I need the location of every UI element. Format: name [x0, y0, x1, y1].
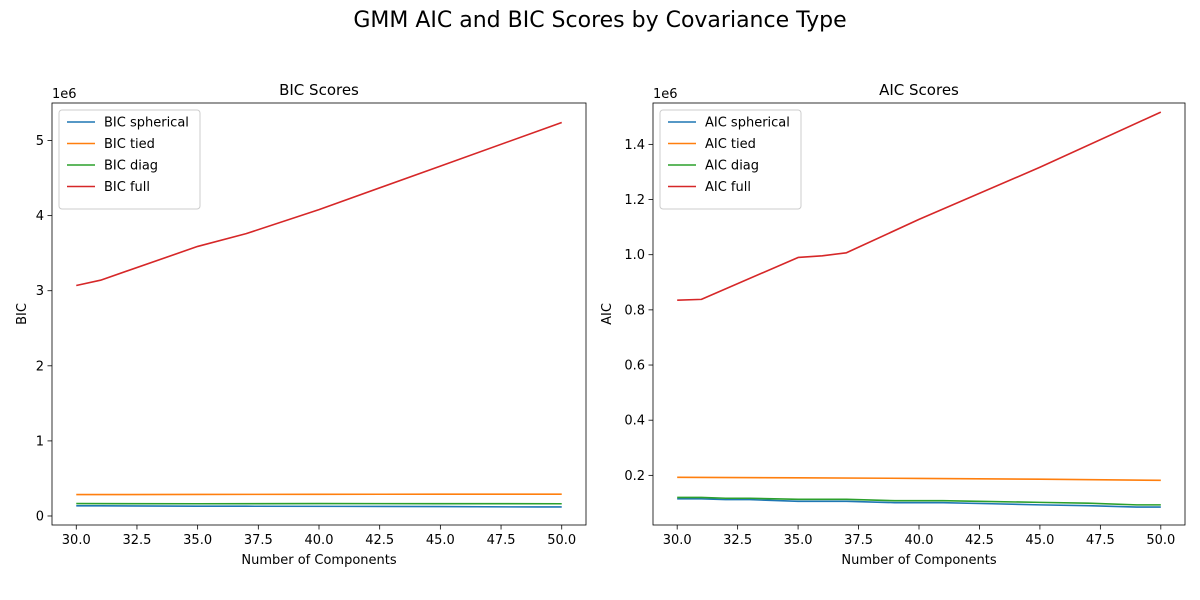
- y-tick-label: 1.0: [624, 248, 645, 263]
- series-group: [76, 121, 563, 508]
- x-tick-label: 42.5: [365, 533, 394, 548]
- y-tick-label: 0: [36, 509, 44, 524]
- x-tick-label: 35.0: [784, 533, 813, 548]
- axis-offset-label: 1e6: [653, 87, 678, 102]
- x-tick-label: 40.0: [305, 533, 334, 548]
- chart-panel-2: 30.0 32.5 35.0 37.5 40.0 42.5 45.0 47.5 50.0 0.2 0…: [600, 81, 1186, 568]
- x-tick-label: 37.5: [844, 533, 873, 548]
- y-tick-label: 5: [36, 134, 44, 149]
- y-tick-label: 4: [36, 209, 44, 224]
- y-tick-label: 0.8: [624, 303, 645, 318]
- x-tick-label: 45.0: [1025, 533, 1054, 548]
- x-tick-label: 35.0: [183, 533, 212, 548]
- x-tick-label: 50.0: [1146, 533, 1175, 548]
- series-line-1: [76, 505, 562, 508]
- legend-label: BIC tied: [104, 137, 155, 152]
- y-tick-label: 1: [36, 434, 44, 449]
- legend-label: AIC tied: [705, 137, 756, 152]
- figure-title: GMM AIC and BIC Scores by Covariance Typ…: [353, 8, 847, 33]
- y-tick-label: 0.6: [624, 359, 645, 374]
- x-axis-label: Number of Components: [241, 553, 396, 568]
- legend-box: [659, 109, 802, 210]
- subplot-title: AIC Scores: [879, 81, 959, 99]
- x-tick-label: 32.5: [723, 533, 752, 548]
- legend-label: BIC full: [104, 180, 150, 195]
- x-tick-label: 30.0: [663, 533, 692, 548]
- y-tick-label: 1.2: [624, 193, 645, 208]
- legend: AIC spherical AIC tied AIC diag AIC full: [659, 109, 802, 210]
- series-line-3: [677, 496, 1161, 506]
- legend: BIC spherical BIC tied BIC diag BIC full: [58, 109, 201, 210]
- legend-label: BIC spherical: [104, 116, 189, 131]
- chart-panel-1: 30.0 32.5 35.0 37.5 40.0 42.5 45.0 47.5 50.0 0 1 2 3…: [15, 81, 587, 568]
- legend-label: AIC full: [705, 180, 751, 195]
- legend-label: BIC diag: [104, 159, 158, 174]
- x-tick-label: 42.5: [965, 533, 994, 548]
- x-tick-label: 50.0: [547, 533, 576, 548]
- x-axis-label: Number of Components: [841, 553, 996, 568]
- legend-box: [58, 109, 201, 210]
- axis-offset-label: 1e6: [52, 87, 77, 102]
- y-axis-label: AIC: [600, 303, 615, 325]
- x-tick-label: 45.0: [426, 533, 455, 548]
- y-tick-label: 3: [36, 284, 44, 299]
- y-tick-label: 0.4: [624, 414, 645, 429]
- series-line-4: [677, 111, 1162, 302]
- x-tick-label: 47.5: [487, 533, 516, 548]
- x-tick-label: 32.5: [122, 533, 151, 548]
- x-tick-label: 30.0: [62, 533, 91, 548]
- legend-label: AIC spherical: [705, 116, 790, 131]
- x-tick-label: 47.5: [1086, 533, 1115, 548]
- y-axis-label: BIC: [15, 303, 30, 325]
- series-line-2: [677, 476, 1161, 482]
- x-tick-label: 37.5: [244, 533, 273, 548]
- y-tick-label: 1.4: [624, 138, 645, 153]
- series-line-1: [677, 497, 1161, 508]
- series-line-4: [76, 121, 563, 287]
- legend-label: AIC diag: [705, 159, 759, 174]
- y-tick-label: 2: [36, 359, 44, 374]
- subplot-title: BIC Scores: [279, 81, 359, 99]
- y-tick-label: 0.2: [624, 469, 645, 484]
- series-group: [677, 111, 1162, 508]
- x-tick-label: 40.0: [905, 533, 934, 548]
